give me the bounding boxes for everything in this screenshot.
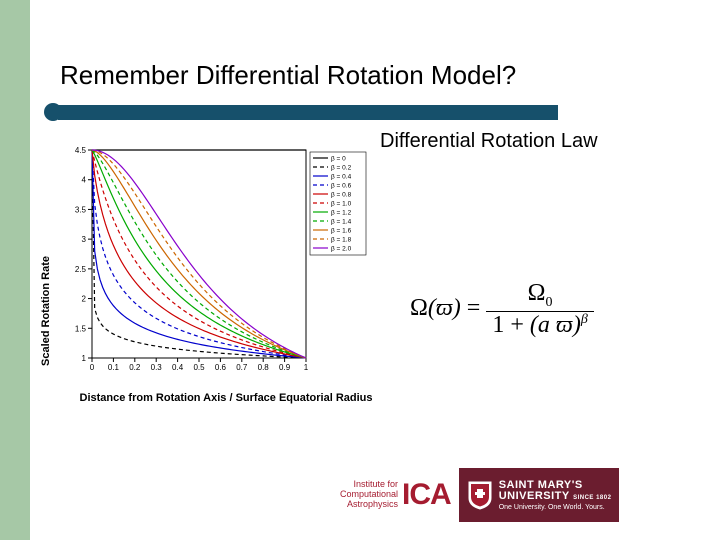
svg-text:0.2: 0.2	[129, 363, 141, 372]
footer-logos: Institute for Computational Astrophysics…	[340, 468, 700, 522]
slide-title: Remember Differential Rotation Model?	[60, 60, 680, 91]
svg-text:0.1: 0.1	[108, 363, 120, 372]
svg-text:β = 1.4: β = 1.4	[331, 219, 352, 226]
formula-den-prefix: 1 +	[492, 312, 524, 338]
svg-text:β = 0.8: β = 0.8	[331, 192, 352, 199]
svg-text:β = 1.8: β = 1.8	[331, 237, 352, 244]
svg-text:β = 1.6: β = 1.6	[331, 228, 352, 235]
smu-since: SINCE 1802	[573, 495, 611, 501]
svg-text:β = 0.6: β = 0.6	[331, 183, 352, 190]
svg-text:β = 0.2: β = 0.2	[331, 165, 352, 172]
svg-text:β = 1.2: β = 1.2	[331, 210, 352, 217]
svg-text:2: 2	[82, 295, 87, 304]
title-region: Remember Differential Rotation Model?	[60, 60, 680, 91]
slide: Remember Differential Rotation Model? Di…	[0, 0, 720, 540]
ica-abbrev: ICA	[402, 478, 451, 512]
svg-text:4.5: 4.5	[75, 146, 87, 155]
svg-text:β = 2.0: β = 2.0	[331, 246, 352, 253]
formula: Ω(ϖ) = Ω0 1 + (a ϖ)β	[410, 280, 594, 339]
chart: Scaled Rotation Rate 00.10.20.30.40.50.6…	[46, 140, 372, 400]
svg-text:0.3: 0.3	[151, 363, 163, 372]
formula-den-a: a	[538, 312, 550, 338]
logo-ica: Institute for Computational Astrophysics…	[340, 468, 451, 522]
side-green-bar	[0, 0, 30, 540]
svg-text:0.5: 0.5	[193, 363, 205, 372]
title-underline	[30, 100, 560, 124]
smu-name2: UNIVERSITY	[499, 490, 570, 502]
svg-text:β = 0.4: β = 0.4	[331, 174, 352, 181]
svg-text:0.4: 0.4	[172, 363, 184, 372]
svg-text:β = 0: β = 0	[331, 156, 346, 163]
svg-text:2.5: 2.5	[75, 265, 87, 274]
chart-plot: 0 0.1 0.2 0.3 0.4 0.5 0.6 0.7 0.8 0.9 1 1 1.5 2 2.5 3 3.…	[64, 144, 370, 378]
formula-den-var: ϖ	[556, 312, 573, 338]
subtitle: Differential Rotation Law	[380, 130, 598, 153]
underline-bar	[58, 105, 558, 120]
svg-text:3.5: 3.5	[75, 205, 87, 214]
svg-text:0: 0	[90, 363, 95, 372]
svg-text:1: 1	[82, 354, 87, 363]
svg-text:0.8: 0.8	[258, 363, 270, 372]
formula-omega: Ω	[410, 295, 428, 321]
svg-text:3: 3	[82, 235, 87, 244]
svg-text:0.9: 0.9	[279, 363, 291, 372]
svg-text:β = 1.0: β = 1.0	[331, 201, 352, 208]
smu-tagline: One University. One World. Yours.	[499, 504, 612, 511]
svg-text:0.6: 0.6	[215, 363, 227, 372]
svg-text:1: 1	[304, 363, 309, 372]
shield-icon	[467, 480, 493, 510]
ica-line3: Astrophysics	[340, 500, 398, 510]
formula-num-sub: 0	[546, 295, 553, 310]
logo-smu: SAINT MARY'S UNIVERSITY SINCE 1802 One U…	[459, 468, 620, 522]
chart-xlabel: Distance from Rotation Axis / Surface Eq…	[76, 392, 376, 404]
chart-ylabel: Scaled Rotation Rate	[40, 256, 52, 366]
formula-varpi: ϖ	[436, 295, 453, 321]
svg-text:4: 4	[82, 176, 87, 185]
formula-den-exp: β	[581, 312, 588, 327]
svg-text:0.7: 0.7	[236, 363, 248, 372]
formula-num-omega: Ω	[528, 280, 546, 306]
svg-text:1.5: 1.5	[75, 324, 87, 333]
